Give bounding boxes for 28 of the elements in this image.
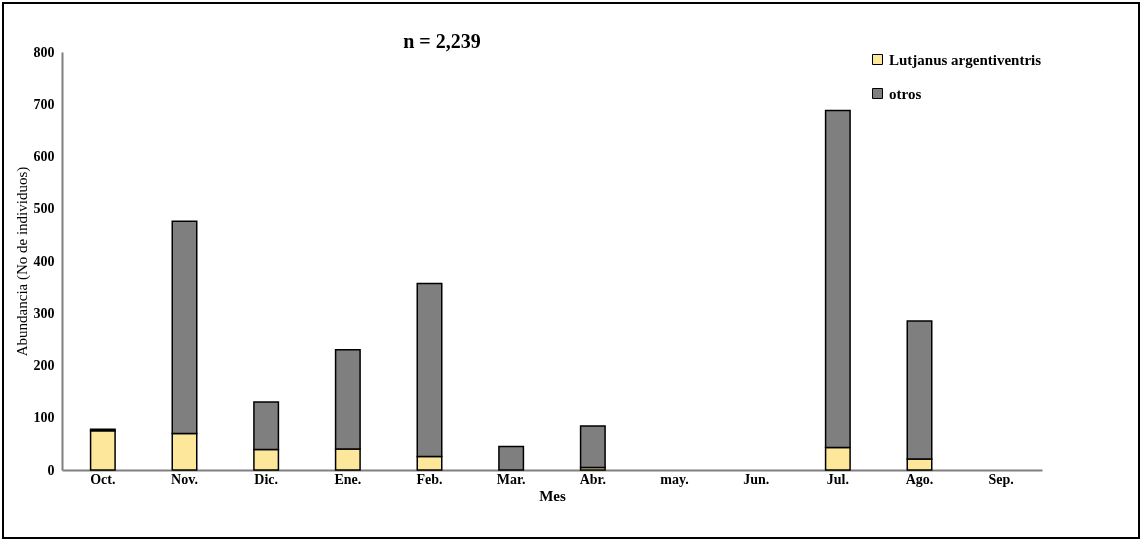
legend-label: otros	[889, 85, 922, 102]
x-tick-label: Oct.	[90, 471, 116, 487]
y-tick-label: 0	[47, 462, 55, 478]
y-tick-label: 700	[33, 96, 55, 112]
x-tick-label: Feb.	[416, 471, 443, 487]
y-axis-title: Abundancia (No de individuos)	[13, 166, 31, 357]
y-tick-label: 500	[33, 201, 55, 217]
x-tick-label: Mar.	[496, 471, 526, 487]
bar	[89, 430, 116, 471]
x-tick-label: Dic.	[254, 471, 279, 487]
x-tick-label: may.	[660, 471, 689, 487]
y-tick-label: 400	[33, 253, 55, 269]
y-tick-label: 200	[33, 358, 55, 373]
y-tick-label: 300	[33, 305, 55, 321]
x-axis-title: Mes	[539, 487, 566, 504]
y-tick-label: 600	[33, 149, 55, 164]
x-tick-label: Sep.	[988, 471, 1014, 487]
y-tick-label: 100	[33, 410, 55, 426]
legend-label: Lutjanus argentiventris	[889, 51, 1042, 68]
x-tick-label: Abr.	[579, 471, 606, 487]
x-tick-label: Ago.	[905, 471, 934, 487]
x-tick-label: Jun.	[743, 471, 770, 487]
y-tick-label: 800	[33, 44, 55, 60]
x-tick-label: Nov.	[171, 471, 198, 487]
x-tick-label: Jul.	[826, 471, 849, 487]
text: n = 2,239	[403, 30, 481, 52]
x-tick-label: Ene.	[334, 471, 362, 487]
bar	[579, 425, 606, 469]
